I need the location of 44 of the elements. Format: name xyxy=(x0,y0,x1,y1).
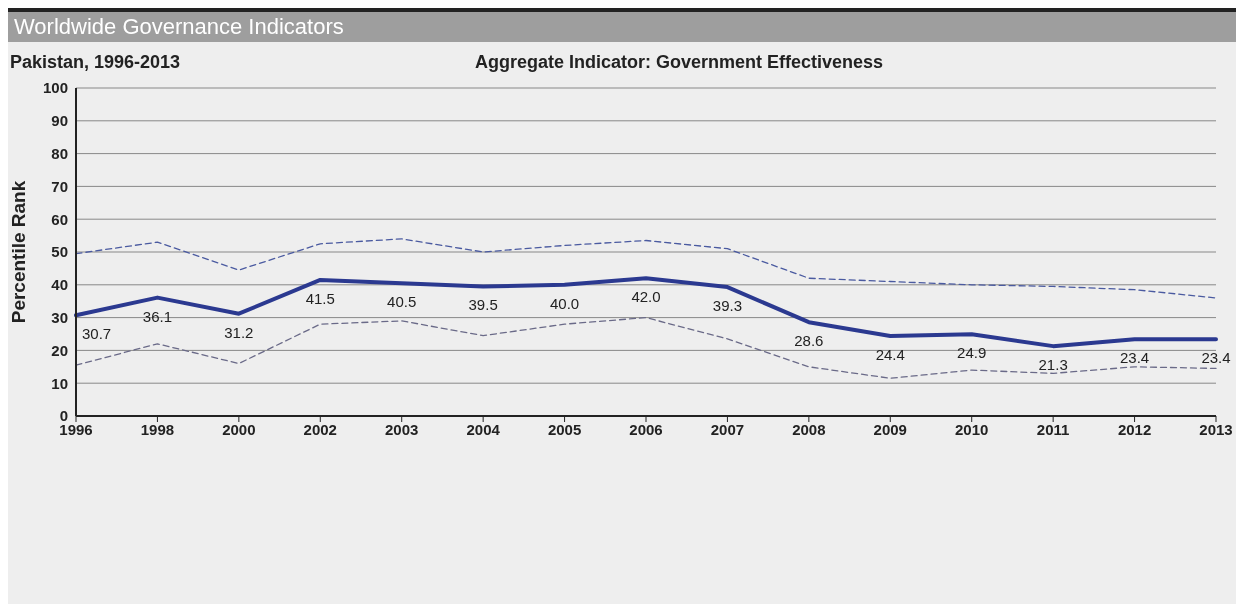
x-tick-label: 2005 xyxy=(547,420,582,438)
y-tick-label: 20 xyxy=(51,341,68,359)
x-tick-label: 1998 xyxy=(140,420,175,438)
x-tick-label: 2004 xyxy=(466,420,501,438)
y-tick-label: 40 xyxy=(51,276,68,294)
x-tick-label: 2006 xyxy=(629,420,663,438)
y-tick-label: 30 xyxy=(51,308,68,326)
chart-subtitle: Pakistan, 1996-2013 xyxy=(9,52,182,74)
y-tick-label: 50 xyxy=(51,243,68,261)
x-tick-label: 2013 xyxy=(1199,420,1233,438)
data-label: 24.4 xyxy=(875,345,905,363)
data-label: 41.5 xyxy=(305,289,335,307)
x-tick-label: 2003 xyxy=(385,420,419,438)
y-tick-label: 80 xyxy=(51,144,68,162)
data-label: 40.0 xyxy=(549,294,580,312)
data-label: 40.5 xyxy=(387,293,417,311)
data-label: 23.4 xyxy=(1201,349,1231,367)
x-tick-label: 2012 xyxy=(1117,420,1152,438)
x-tick-label: 2000 xyxy=(222,420,256,438)
x-tick-label: 2010 xyxy=(955,420,989,438)
data-label: 28.6 xyxy=(794,332,824,350)
y-tick-label: 10 xyxy=(51,374,68,392)
data-label: 21.3 xyxy=(1038,356,1068,374)
x-tick-label: 2007 xyxy=(710,420,745,438)
data-label: 31.2 xyxy=(224,323,254,341)
line-series xyxy=(74,276,1218,349)
data-label: 24.9 xyxy=(957,344,987,362)
x-tick-label: 2009 xyxy=(873,420,907,438)
x-tick-label: 2002 xyxy=(303,420,337,438)
y-tick-label: 100 xyxy=(42,79,68,97)
data-label: 39.5 xyxy=(468,296,498,314)
x-tick-label: 2011 xyxy=(1036,420,1070,438)
text: Aggregate Indicator: Government Effectiveness xyxy=(475,52,884,74)
data-label: 36.1 xyxy=(142,307,173,325)
y-tick-label: 70 xyxy=(51,177,68,195)
y-axis-title: Percentile Rank xyxy=(7,180,29,324)
y-tick-label: 60 xyxy=(51,210,68,228)
x-tick-label: 2008 xyxy=(792,420,826,438)
data-label: 39.3 xyxy=(712,297,743,315)
data-label: 42.0 xyxy=(631,288,661,306)
data-label: 23.4 xyxy=(1119,349,1150,367)
chart-title: Worldwide Governance Indicators xyxy=(8,8,1236,42)
data-label: 30.7 xyxy=(82,325,112,343)
y-tick-label: 90 xyxy=(51,112,68,130)
